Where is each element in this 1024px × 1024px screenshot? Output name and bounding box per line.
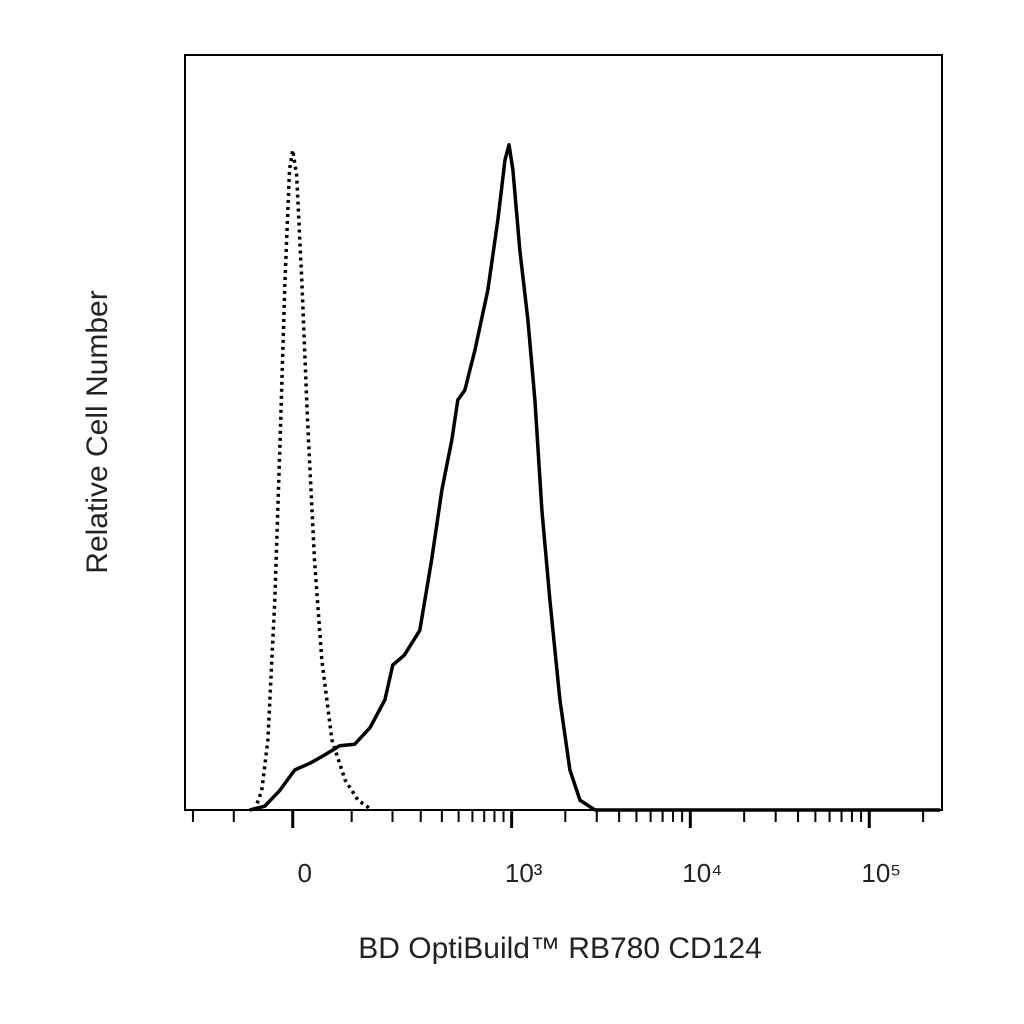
x-tick-label: 0 [297, 858, 311, 888]
x-tick-label: 10⁴ [682, 858, 722, 888]
x-tick-label: 10⁵ [861, 858, 901, 888]
plot-frame [184, 54, 943, 811]
x-tick-label: 10³ [505, 858, 543, 888]
x-axis-label: BD OptiBuild™ RB780 CD124 [358, 932, 762, 965]
histogram-line [249, 143, 941, 812]
y-axis-label: Relative Cell Number [81, 290, 114, 573]
histogram-line [253, 148, 374, 812]
